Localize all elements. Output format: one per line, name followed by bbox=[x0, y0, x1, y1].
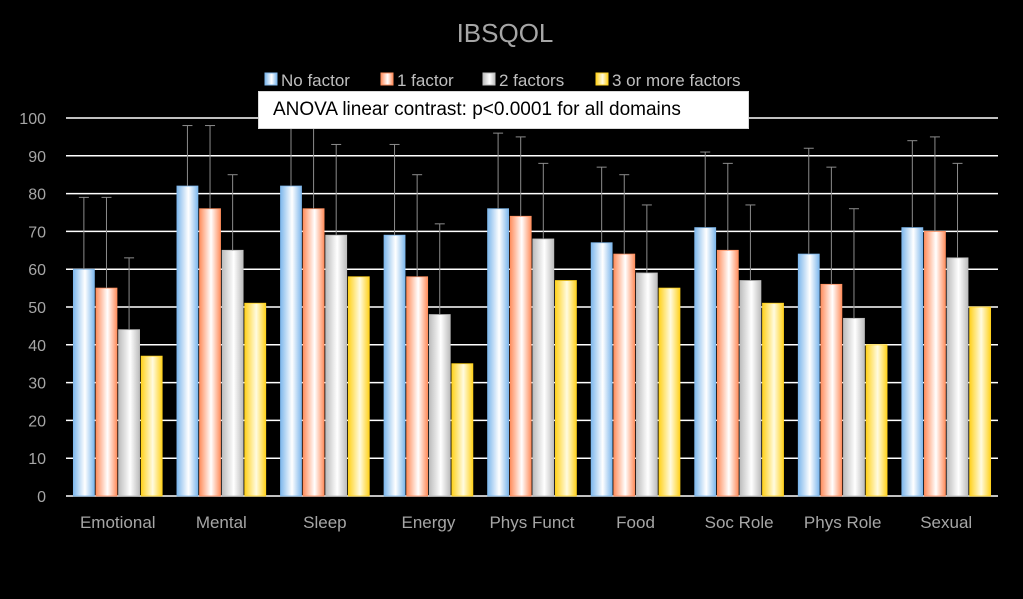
legend-swatch bbox=[595, 72, 609, 86]
legend-item: 1 factor bbox=[380, 71, 454, 90]
bar bbox=[280, 185, 302, 497]
bar bbox=[347, 276, 370, 497]
y-tick-label: 90 bbox=[28, 149, 46, 166]
y-tick-label: 100 bbox=[19, 111, 46, 128]
bars bbox=[72, 185, 992, 497]
x-tick-label: Sleep bbox=[303, 513, 346, 532]
bar bbox=[865, 344, 888, 497]
y-tick-label: 30 bbox=[28, 376, 46, 393]
bar bbox=[739, 280, 762, 497]
bar bbox=[72, 268, 95, 497]
bar bbox=[302, 208, 325, 497]
bar bbox=[946, 257, 969, 497]
bar bbox=[797, 253, 820, 497]
y-tick-label: 70 bbox=[28, 224, 46, 241]
bar bbox=[199, 208, 221, 497]
bar bbox=[590, 242, 613, 497]
bar bbox=[118, 329, 140, 497]
bar bbox=[244, 302, 267, 497]
chart-title: IBSQOL bbox=[457, 18, 554, 48]
y-tick-label: 10 bbox=[28, 451, 46, 468]
annotation-prefix: ANOVA linear contrast: bbox=[273, 99, 473, 120]
y-tick-label: 80 bbox=[28, 187, 46, 204]
bar bbox=[428, 314, 451, 497]
x-tick-label: Sexual bbox=[920, 513, 972, 532]
bar bbox=[406, 276, 429, 497]
bar bbox=[901, 227, 924, 497]
annotation-suffix: for all domains bbox=[552, 99, 681, 120]
legend: No factor 1 factor 2 factors 3 or more fact… bbox=[264, 71, 741, 90]
bar bbox=[509, 215, 532, 497]
bar bbox=[694, 227, 717, 497]
anova-annotation: ANOVA linear contrast: p<0.0001 for all … bbox=[258, 91, 749, 129]
error-bars bbox=[78, 125, 963, 330]
bar bbox=[221, 249, 244, 497]
bar bbox=[140, 355, 163, 497]
x-tick-label: Food bbox=[616, 513, 655, 532]
x-tick-label: Mental bbox=[196, 513, 247, 532]
gridlines bbox=[66, 117, 998, 497]
x-tick-label: Soc Role bbox=[705, 513, 774, 532]
bar bbox=[532, 238, 555, 497]
legend-swatch bbox=[482, 72, 496, 86]
y-tick-label: 40 bbox=[28, 338, 46, 355]
bar bbox=[176, 185, 199, 497]
x-tick-label: Phys Role bbox=[804, 513, 881, 532]
y-tick-label: 60 bbox=[28, 262, 46, 279]
bar bbox=[451, 363, 474, 497]
legend-item: 2 factors bbox=[482, 71, 564, 90]
bar bbox=[613, 253, 636, 497]
bar bbox=[487, 208, 510, 497]
x-tick-label: Phys Funct bbox=[489, 513, 574, 532]
y-tick-label: 20 bbox=[28, 413, 46, 430]
y-axis: 0 10 20 30 40 50 60 70 80 90 100 bbox=[19, 111, 46, 506]
legend-swatch bbox=[380, 72, 394, 86]
y-tick-label: 0 bbox=[37, 489, 46, 506]
bar bbox=[658, 287, 681, 497]
bar bbox=[969, 306, 992, 497]
legend-label: 3 or more factors bbox=[612, 71, 741, 90]
bar bbox=[820, 283, 843, 497]
bar bbox=[555, 280, 577, 497]
legend-item: No factor bbox=[264, 71, 350, 90]
bar bbox=[762, 302, 784, 497]
legend-swatch bbox=[264, 72, 278, 86]
bar bbox=[383, 234, 406, 497]
bar bbox=[843, 317, 865, 497]
bar bbox=[325, 234, 348, 497]
bar bbox=[716, 249, 739, 497]
y-tick-label: 50 bbox=[28, 300, 46, 317]
legend-label: 2 factors bbox=[499, 71, 564, 90]
bar bbox=[635, 272, 658, 497]
annotation-pvalue: p<0.0001 bbox=[472, 99, 553, 120]
legend-item: 3 or more factors bbox=[595, 71, 741, 90]
legend-label: No factor bbox=[281, 71, 350, 90]
x-axis: Emotional Mental Sleep Energy Phys Funct Food… bbox=[80, 513, 972, 532]
bar bbox=[924, 230, 946, 497]
x-tick-label: Energy bbox=[402, 513, 456, 532]
bar bbox=[95, 287, 118, 497]
legend-label: 1 factor bbox=[397, 71, 454, 90]
x-tick-label: Emotional bbox=[80, 513, 156, 532]
